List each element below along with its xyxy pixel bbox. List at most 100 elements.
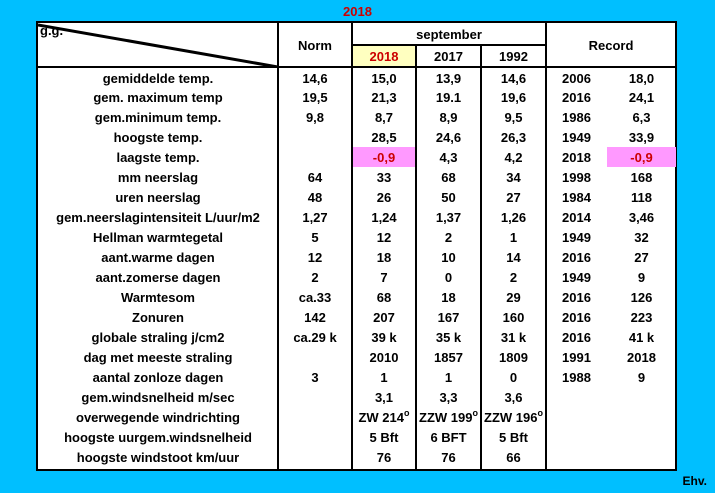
record-value-text: 2018 — [627, 349, 656, 365]
record-year-text: 2016 — [562, 249, 591, 265]
norm-value-text: 5 — [311, 229, 319, 245]
record-value-text: 6,3 — [632, 109, 651, 125]
record-value-text: 32 — [634, 229, 649, 245]
value-2018: ZW 214 o — [358, 408, 410, 425]
year-header-2017: 2017 — [434, 48, 463, 64]
row-label: dag met meeste straling — [38, 347, 278, 367]
value-1992: 4,2 — [481, 147, 546, 167]
record-value — [607, 387, 676, 407]
record-year: 1991 — [546, 347, 607, 367]
value-1992-text: 0 — [509, 369, 518, 385]
row-label-text: mm neerslag — [117, 169, 199, 185]
row-label-text: overwegende windrichting — [76, 409, 240, 425]
value-2018-text: 18 — [376, 249, 392, 265]
record-value-text: 9 — [637, 369, 646, 385]
record-header: Record — [588, 37, 634, 53]
norm-value: 2 — [278, 267, 352, 287]
record-year: 2016 — [546, 87, 607, 107]
value-2018-text: 207 — [373, 309, 395, 325]
value-1992-text: 4,2 — [504, 149, 523, 165]
value-2017: 18 — [416, 287, 481, 307]
norm-value-text: 48 — [307, 189, 323, 205]
value-1992: 14 — [481, 247, 546, 267]
norm-value-text: 1,27 — [302, 209, 328, 225]
row-label-text: hoogste windstoot km/uur — [76, 449, 240, 465]
row-label: laagste temp. — [38, 147, 278, 167]
value-1992: 1,26 — [481, 207, 546, 227]
norm-value — [278, 127, 352, 147]
record-value-text: 168 — [630, 169, 653, 185]
value-2018-text: 76 — [376, 449, 392, 465]
value-2017: ZZW 199 o — [419, 408, 478, 425]
row-label: globale straling j/cm2 — [38, 327, 278, 347]
value-2018-text: 39 k — [371, 329, 397, 345]
row-label-text: laagste temp. — [116, 149, 200, 165]
record-value: 24,1 — [607, 87, 676, 107]
norm-value-text: 3 — [311, 369, 319, 385]
record-value: 6,3 — [607, 107, 676, 127]
grid-line — [38, 66, 676, 68]
value-2017-text: 3,3 — [439, 389, 458, 405]
record-year-text: 2006 — [562, 70, 591, 86]
row-label-text: Warmtesom — [121, 289, 195, 305]
value-2018-text: 12 — [376, 229, 392, 245]
value-2017-text: 35 k — [435, 329, 462, 345]
value-2018: 15,0 — [352, 69, 416, 87]
value-2017-text: 18 — [441, 289, 456, 305]
record-value-text: 9 — [637, 269, 646, 285]
corner-diagonal — [38, 23, 278, 67]
record-value: 223 — [607, 307, 676, 327]
row-label: aant.warme dagen — [38, 247, 278, 267]
value-2017: 68 — [416, 167, 481, 187]
record-year-text: 1986 — [562, 109, 591, 125]
value-2018: 33 — [352, 167, 416, 187]
value-2018-text: 1,24 — [371, 209, 397, 225]
norm-value-text: 19,5 — [302, 89, 328, 105]
value-1992: 5 Bft — [481, 427, 546, 447]
value-2017: 35 k — [416, 327, 481, 347]
grid-line — [352, 44, 546, 46]
norm-value-text: 2 — [311, 269, 319, 285]
norm-value — [278, 347, 352, 367]
value-1992: 29 — [481, 287, 546, 307]
row-label: uren neerslag — [38, 187, 278, 207]
row-label: hoogste windstoot km/uur — [38, 447, 278, 467]
value-2017: 76 — [416, 447, 481, 467]
value-2018: 39 k — [352, 327, 416, 347]
value-2018: 5 Bft — [352, 427, 416, 447]
record-year-text: 1949 — [562, 129, 591, 145]
value-1992-text: 1809 — [499, 349, 528, 365]
value-2017-text: 8,9 — [439, 109, 458, 125]
norm-value-text: 14,6 — [302, 70, 328, 86]
record-year: 2016 — [546, 247, 607, 267]
record-value-text: 24,1 — [628, 89, 655, 105]
row-label: gemiddelde temp. — [38, 69, 278, 87]
value-1992: 0 — [481, 367, 546, 387]
value-1992-text: 26,3 — [500, 129, 527, 145]
record-value-text: 118 — [631, 189, 652, 205]
value-1992-text: 160 — [502, 309, 525, 325]
value-2017-text: 68 — [441, 169, 456, 185]
weather-table: g.g. Norm september 2018 2017 1992 Recor… — [36, 21, 677, 471]
row-label-text: gem.windsnelheid m/sec — [81, 389, 235, 405]
value-2018-text: ZW 214 — [358, 409, 404, 425]
record-year: 1988 — [546, 367, 607, 387]
value-2018-text: 7 — [380, 269, 388, 285]
value-1992: 26,3 — [481, 127, 546, 147]
norm-value — [278, 147, 352, 167]
value-2017-text: 4,3 — [439, 149, 458, 165]
record-year: 1984 — [546, 187, 607, 207]
value-2018-text: 33 — [376, 169, 392, 185]
value-2018: 8,7 — [352, 107, 416, 127]
norm-value — [278, 387, 352, 407]
norm-value: 19,5 — [278, 87, 352, 107]
row-label: gem. maximum temp — [38, 87, 278, 107]
row-label: aantal zonloze dagen — [38, 367, 278, 387]
grid-line — [351, 23, 353, 469]
value-1992: 27 — [481, 187, 546, 207]
norm-value: ca.33 — [278, 287, 352, 307]
record-year-text: 2016 — [562, 289, 591, 305]
value-2018: 1 — [352, 367, 416, 387]
value-2017: 167 — [416, 307, 481, 327]
record-year — [546, 427, 607, 447]
